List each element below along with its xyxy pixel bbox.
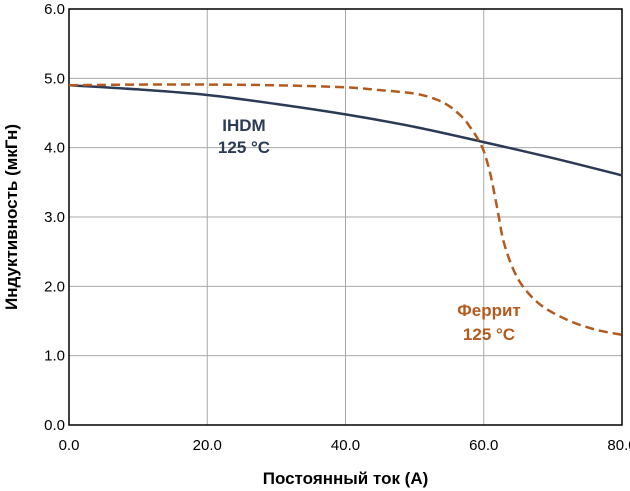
ihdm-label: IHDM 125 °C [218,116,270,157]
x-tick-label: 40.0 [331,437,360,454]
ferrite-label-line: Феррит [457,301,521,320]
ihdm-label-line: 125 °C [218,138,270,157]
y-tick-label: 3.0 [44,209,65,226]
ferrite-series-line [68,83,623,337]
y-axis-title: Индуктивность (мкГн) [2,124,21,310]
y-tick-label: 2.0 [44,278,65,295]
grid [68,8,623,426]
series [68,83,623,337]
y-tick-label: 4.0 [44,140,65,157]
ihdm-label-line: IHDM [222,116,265,135]
ferrite-label-line: 125 °C [463,325,515,344]
x-tick-label: 80.0 [607,437,630,454]
y-tick-label: 0.0 [44,417,65,434]
x-axis-title: Постоянный ток (A) [263,469,429,488]
y-tick-label: 1.0 [44,348,65,365]
plot-frame [68,8,623,426]
x-tick-label: 0.0 [59,437,80,454]
ihdm-series-line [68,84,623,177]
x-tick-label: 60.0 [469,437,498,454]
y-tick-labels: 0.0 1.0 2.0 3.0 4.0 5.0 6.0 [44,1,65,434]
x-tick-label: 20.0 [193,437,222,454]
y-tick-label: 5.0 [44,70,65,87]
y-tick-label: 6.0 [44,1,65,18]
annotations: IHDM 125 °C Феррит 125 °C [218,116,521,344]
ferrite-label: Феррит 125 °C [457,301,521,344]
x-tick-labels: 0.0 20.0 40.0 60.0 80.0 [59,437,630,454]
